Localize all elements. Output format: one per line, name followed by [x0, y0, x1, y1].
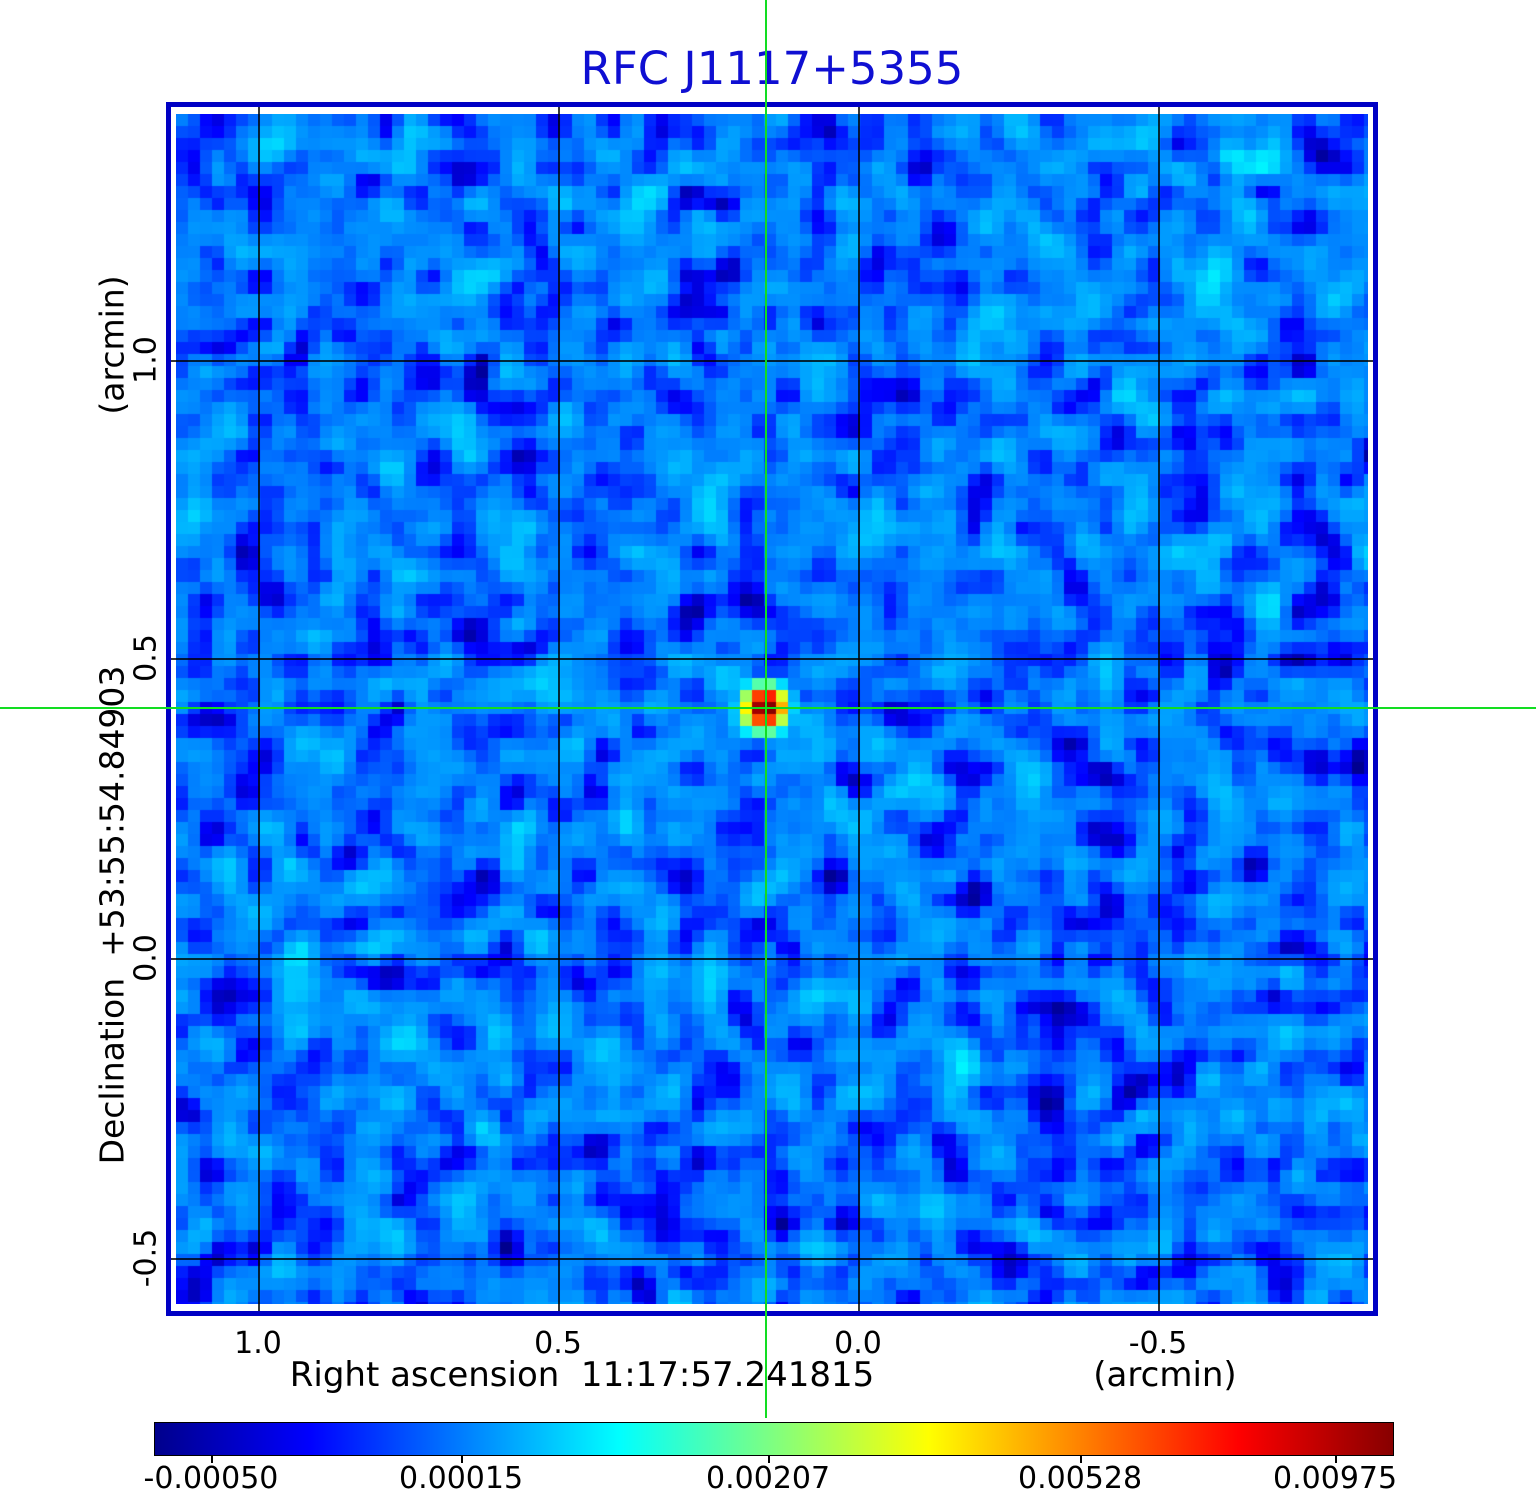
- colorbar-tick: [461, 1456, 464, 1463]
- y-tick-label: -0.5: [128, 1228, 164, 1288]
- x-tick-label: 0.0: [834, 1326, 882, 1361]
- y-tick-label: 0.0: [128, 934, 164, 982]
- grid-line-horizontal: [171, 1258, 1373, 1260]
- y-tick-label: 0.5: [128, 634, 164, 682]
- colorbar-tick-label: 0.00528: [1017, 1461, 1143, 1496]
- sky-image-canvas: [176, 114, 1368, 1304]
- colorbar: [154, 1422, 1394, 1456]
- colorbar-tick: [768, 1456, 771, 1463]
- y-axis-unit-label: (arcmin): [92, 275, 132, 415]
- y-tick-label: 1.0: [128, 336, 164, 384]
- x-tick-label: 0.5: [534, 1326, 582, 1361]
- y-axis-title: Declination +53:55:54.84903: [92, 665, 132, 1165]
- colorbar-tick: [210, 1456, 213, 1463]
- colorbar-gradient: [155, 1423, 1393, 1455]
- x-tick-label: 1.0: [234, 1326, 282, 1361]
- grid-line-vertical: [1158, 107, 1160, 1311]
- crosshair-horizontal-line: [0, 707, 1536, 709]
- grid-line-horizontal: [171, 958, 1373, 960]
- image-frame: [166, 102, 1378, 1316]
- x-axis-unit-label: (arcmin): [1093, 1355, 1237, 1395]
- crosshair-vertical-line: [765, 0, 767, 1418]
- x-axis-title: Right ascension 11:17:57.241815: [289, 1355, 875, 1395]
- figure-title: RFC J1117+5355: [580, 42, 964, 95]
- grid-line-horizontal: [171, 658, 1373, 660]
- grid-line-vertical: [558, 107, 560, 1311]
- colorbar-tick: [1335, 1456, 1338, 1463]
- colorbar-tick: [1080, 1456, 1083, 1463]
- grid-line-vertical: [858, 107, 860, 1311]
- colorbar-tick-label: -0.00050: [143, 1461, 279, 1496]
- grid-line-vertical: [258, 107, 260, 1311]
- colorbar-tick-label: 0.00975: [1273, 1461, 1398, 1496]
- x-tick-label: -0.5: [1128, 1326, 1188, 1361]
- colorbar-tick-label: 0.00015: [398, 1461, 524, 1496]
- colorbar-tick-label: 0.00207: [706, 1461, 831, 1496]
- grid-line-horizontal: [171, 360, 1373, 362]
